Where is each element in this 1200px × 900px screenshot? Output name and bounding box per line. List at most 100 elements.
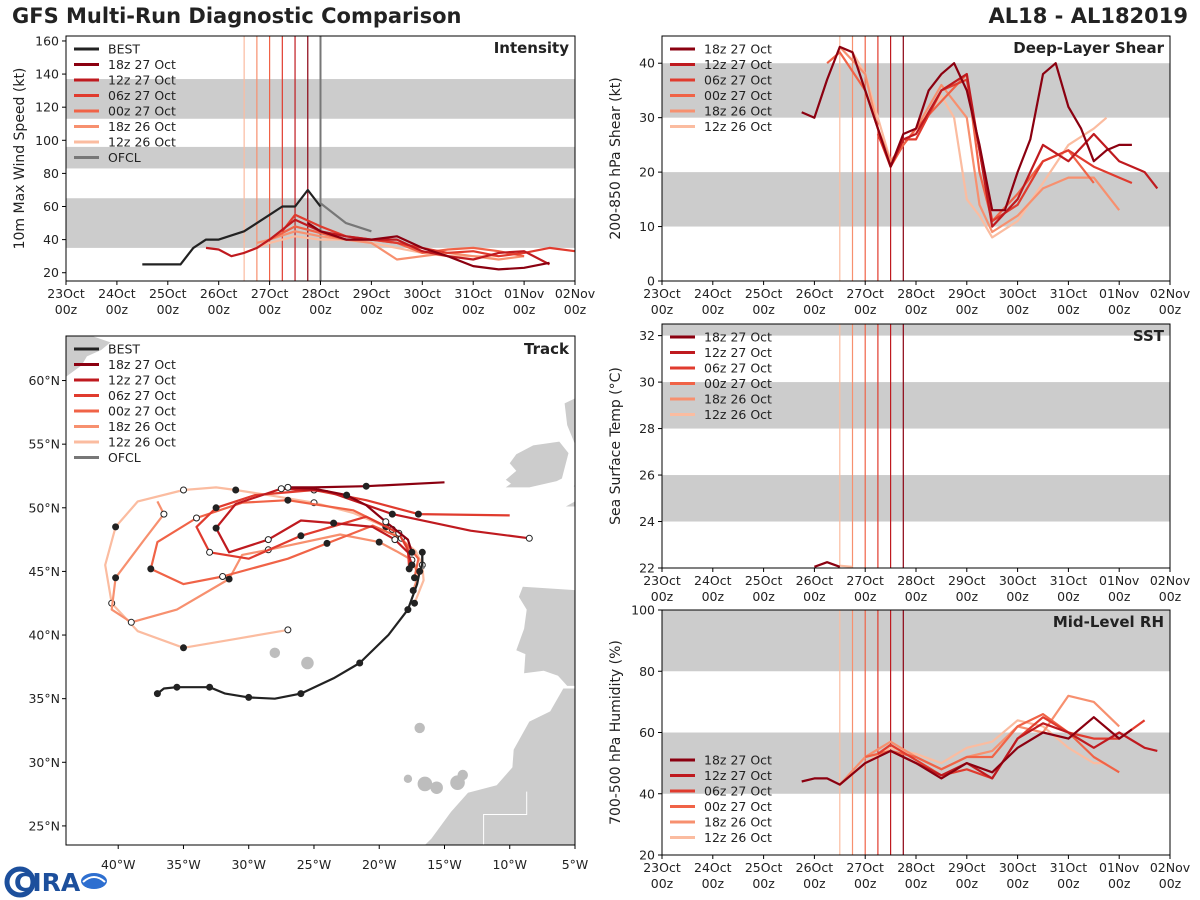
lat-tick-label: 25°N (28, 818, 60, 833)
x-tick-label: 30Oct (999, 860, 1037, 875)
legend-label: 12z 26 Oct (704, 830, 772, 845)
track-point (206, 683, 214, 691)
x-tick-hour-label: 00z (258, 302, 281, 317)
track-point (362, 482, 370, 490)
x-tick-label: 31Oct (1050, 286, 1088, 301)
legend-label: 12z 27 Oct (704, 768, 772, 783)
x-tick-hour-label: 00z (1108, 302, 1131, 317)
shaded-band (662, 610, 1170, 672)
series-line-18z-27-Oct (801, 716, 1133, 786)
x-tick-hour-label: 00z (803, 876, 826, 891)
x-tick-label: 25Oct (745, 860, 783, 875)
legend-label: 12z 26 Oct (704, 407, 772, 422)
y-tick-label: 40 (639, 786, 655, 801)
land-island (403, 774, 413, 784)
lon-tick-label: 10°W (492, 857, 527, 872)
track-point (297, 532, 305, 540)
y-tick-label: 100 (35, 133, 59, 148)
track-line-12z-26-Oct (104, 486, 425, 649)
x-tick-label: 27Oct (846, 573, 884, 588)
x-tick-label: 02Nov (1150, 860, 1191, 875)
lon-tick-label: 15°W (427, 857, 462, 872)
track-point (112, 574, 120, 582)
shaded-band (662, 324, 1170, 336)
plot-area (662, 36, 1170, 281)
track-line-18z-27-Oct (286, 481, 445, 553)
track-point (147, 565, 155, 573)
series-line-18z-26-Oct (838, 694, 1120, 786)
legend-label: 18z 27 Oct (704, 753, 772, 768)
y-axis-label: 10m Max Wind Speed (kt) (12, 68, 28, 250)
track-point (416, 567, 424, 575)
land-iberia-france (516, 571, 575, 686)
x-tick-hour-label: 00z (1057, 876, 1080, 891)
x-tick-label: 23Oct (643, 573, 681, 588)
track-line-BEST (156, 552, 424, 700)
legend-label: 00z 27 Oct (108, 404, 176, 419)
series-line-12z-27-Oct (205, 218, 551, 266)
land-island (414, 722, 425, 734)
y-tick-label: 140 (35, 67, 59, 82)
series-line-18z-27-Oct (801, 45, 1132, 212)
legend-label: 12z 27 Oct (108, 373, 176, 388)
track-point (193, 514, 200, 522)
x-tick-hour-label: 00z (1057, 589, 1080, 604)
track-point (264, 536, 272, 544)
x-tick-hour-label: 00z (803, 589, 826, 604)
track-point (411, 574, 418, 582)
track-point (180, 486, 187, 494)
x-tick-hour-label: 00z (360, 302, 383, 317)
land-africa (424, 688, 575, 845)
lon-tick-label: 30°W (231, 857, 266, 872)
cira-logo-ring (4, 866, 36, 898)
track-point (219, 573, 227, 580)
lon-tick-label: 25°W (297, 857, 332, 872)
map-frame (65, 335, 576, 846)
plot-area (662, 610, 1170, 855)
legend-label: 12z 26 Oct (704, 119, 772, 134)
x-tick-hour-label: 00z (854, 302, 877, 317)
legend-label: 18z 26 Oct (704, 104, 772, 119)
shaded-band (662, 475, 1170, 522)
track-point (388, 510, 396, 518)
cira-logo-swirl-icon (81, 873, 107, 889)
track-point (212, 524, 220, 532)
x-tick-hour-label: 00z (1108, 876, 1131, 891)
x-tick-label: 29Oct (948, 286, 986, 301)
x-tick-hour-label: 00z (1006, 589, 1029, 604)
lat-tick-label: 30°N (28, 755, 60, 770)
x-tick-label: 23Oct (47, 286, 85, 301)
x-tick-hour-label: 00z (956, 302, 979, 317)
y-tick-label: 0 (647, 274, 655, 289)
legend-label: 06z 27 Oct (704, 73, 772, 88)
legend-label: 18z 26 Oct (108, 119, 176, 134)
x-tick-hour-label: 00z (411, 302, 434, 317)
land-island (301, 656, 314, 670)
legend-label: 12z 26 Oct (108, 435, 176, 450)
track-point (404, 606, 412, 614)
x-tick-label: 24Oct (98, 286, 136, 301)
chart-intensity: 2040608010012014016023Oct00z24Oct00z25Oc… (12, 33, 596, 317)
y-tick-label: 40 (43, 232, 59, 247)
chart-sst: 22242628303223Oct00z24Oct00z25Oct00z26Oc… (608, 323, 1191, 604)
y-tick-label: 20 (639, 848, 655, 863)
x-tick-label: 29Oct (948, 573, 986, 588)
cira-logo-wave-icon (82, 876, 106, 883)
x-tick-label: 01Nov (1099, 286, 1140, 301)
legend-label: 18z 27 Oct (704, 42, 772, 57)
x-tick-hour-label: 00z (854, 589, 877, 604)
x-tick-label: 27Oct (251, 286, 289, 301)
track-point (284, 496, 292, 504)
x-tick-label: 28Oct (897, 573, 935, 588)
panel-title: SST (1133, 327, 1165, 345)
x-tick-label: 23Oct (643, 286, 681, 301)
x-tick-label: 02Nov (555, 286, 596, 301)
track-point (408, 561, 416, 569)
x-tick-hour-label: 00z (207, 302, 230, 317)
border-line (483, 791, 528, 845)
track-point (284, 483, 292, 491)
x-tick-hour-label: 00z (1108, 589, 1131, 604)
x-tick-hour-label: 00z (651, 876, 674, 891)
track-point (330, 519, 338, 527)
panel-title: Intensity (494, 39, 570, 57)
